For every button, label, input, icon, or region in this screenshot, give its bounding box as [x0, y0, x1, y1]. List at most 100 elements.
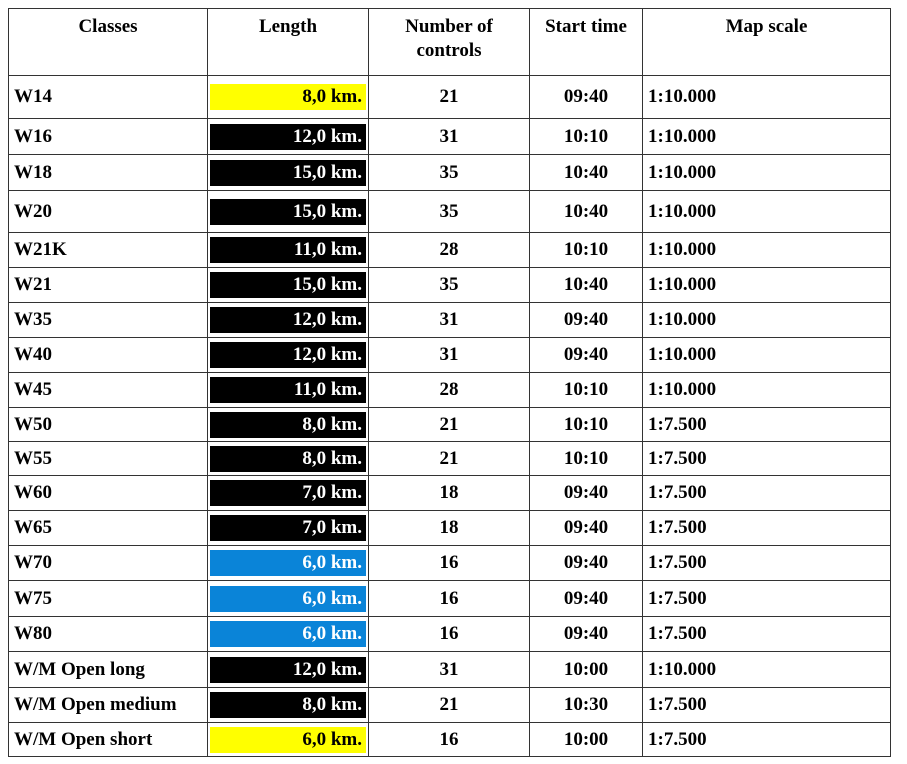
controls-cell: 31	[368, 651, 530, 688]
start-time-cell: 10:10	[529, 441, 643, 476]
table-row: W21K 11,0 km. 28 10:10 1:10.000	[8, 232, 891, 268]
table-row: W55 8,0 km. 21 10:10 1:7.500	[8, 441, 891, 476]
table-row: W16 12,0 km. 31 10:10 1:10.000	[8, 118, 891, 155]
class-cell: W14	[8, 75, 208, 119]
controls-cell: 16	[368, 616, 530, 652]
controls-cell: 16	[368, 722, 530, 757]
length-bar: 8,0 km.	[210, 411, 366, 438]
start-time-cell: 10:10	[529, 407, 643, 442]
start-time-cell: 10:10	[529, 118, 643, 155]
header-length: Length	[207, 8, 369, 76]
class-cell: W50	[8, 407, 208, 442]
class-cell: W55	[8, 441, 208, 476]
controls-cell: 35	[368, 267, 530, 303]
controls-cell: 21	[368, 75, 530, 119]
map-scale-cell: 1:7.500	[642, 687, 891, 723]
length-cell: 12,0 km.	[207, 337, 369, 373]
start-time-cell: 09:40	[529, 510, 643, 546]
length-bar: 8,0 km.	[210, 84, 366, 110]
length-cell: 8,0 km.	[207, 687, 369, 723]
table-row: W21 15,0 km. 35 10:40 1:10.000	[8, 267, 891, 303]
class-cell: W75	[8, 580, 208, 617]
start-time-cell: 09:40	[529, 75, 643, 119]
map-scale-cell: 1:10.000	[642, 337, 891, 373]
length-bar: 11,0 km.	[210, 377, 366, 403]
length-bar: 6,0 km.	[210, 621, 366, 647]
start-time-cell: 09:40	[529, 580, 643, 617]
length-bar: 12,0 km.	[210, 342, 366, 368]
length-bar: 6,0 km.	[210, 550, 366, 576]
length-cell: 7,0 km.	[207, 475, 369, 511]
class-cell: W21	[8, 267, 208, 303]
start-time-cell: 09:40	[529, 545, 643, 581]
map-scale-cell: 1:7.500	[642, 545, 891, 581]
controls-cell: 31	[368, 118, 530, 155]
controls-cell: 18	[368, 475, 530, 511]
header-start-time: Start time	[529, 8, 643, 76]
length-bar: 12,0 km.	[210, 307, 366, 333]
controls-cell: 18	[368, 510, 530, 546]
length-cell: 6,0 km.	[207, 616, 369, 652]
table-row: W/M Open medium 8,0 km. 21 10:30 1:7.500	[8, 687, 891, 723]
length-bar: 15,0 km.	[210, 159, 366, 186]
map-scale-cell: 1:7.500	[642, 616, 891, 652]
class-cell: W18	[8, 154, 208, 191]
controls-cell: 16	[368, 580, 530, 617]
length-cell: 12,0 km.	[207, 651, 369, 688]
header-controls: Number of controls	[368, 8, 530, 76]
start-time-cell: 09:40	[529, 616, 643, 652]
start-time-cell: 10:40	[529, 267, 643, 303]
length-cell: 8,0 km.	[207, 407, 369, 442]
table-row: W14 8,0 km. 21 09:40 1:10.000	[8, 75, 891, 119]
map-scale-cell: 1:10.000	[642, 190, 891, 233]
length-bar: 12,0 km.	[210, 123, 366, 150]
map-scale-cell: 1:10.000	[642, 267, 891, 303]
map-scale-cell: 1:10.000	[642, 232, 891, 268]
length-cell: 15,0 km.	[207, 267, 369, 303]
length-bar: 11,0 km.	[210, 237, 366, 263]
length-bar: 6,0 km.	[210, 726, 366, 753]
length-bar: 6,0 km.	[210, 585, 366, 612]
class-cell: W60	[8, 475, 208, 511]
controls-cell: 31	[368, 302, 530, 338]
map-scale-cell: 1:7.500	[642, 580, 891, 617]
controls-cell: 31	[368, 337, 530, 373]
length-cell: 11,0 km.	[207, 372, 369, 408]
length-bar: 15,0 km.	[210, 272, 366, 298]
start-time-cell: 09:40	[529, 475, 643, 511]
start-time-cell: 10:10	[529, 232, 643, 268]
class-cell: W/M Open short	[8, 722, 208, 757]
length-bar: 8,0 km.	[210, 692, 366, 718]
map-scale-cell: 1:7.500	[642, 441, 891, 476]
class-cell: W16	[8, 118, 208, 155]
table-row: W/M Open short 6,0 km. 16 10:00 1:7.500	[8, 722, 891, 757]
controls-cell: 21	[368, 407, 530, 442]
table-row: W70 6,0 km. 16 09:40 1:7.500	[8, 545, 891, 581]
map-scale-cell: 1:10.000	[642, 154, 891, 191]
table-row: W60 7,0 km. 18 09:40 1:7.500	[8, 475, 891, 511]
length-cell: 6,0 km.	[207, 545, 369, 581]
table-row: W65 7,0 km. 18 09:40 1:7.500	[8, 510, 891, 546]
table-row: W20 15,0 km. 35 10:40 1:10.000	[8, 190, 891, 233]
length-cell: 11,0 km.	[207, 232, 369, 268]
length-bar: 15,0 km.	[210, 198, 366, 225]
table-row: W18 15,0 km. 35 10:40 1:10.000	[8, 154, 891, 191]
table-row: W40 12,0 km. 31 09:40 1:10.000	[8, 337, 891, 373]
table-row: W45 11,0 km. 28 10:10 1:10.000	[8, 372, 891, 408]
table-row: W/M Open long 12,0 km. 31 10:00 1:10.000	[8, 651, 891, 688]
length-bar: 7,0 km.	[210, 515, 366, 541]
length-cell: 8,0 km.	[207, 441, 369, 476]
start-time-cell: 10:00	[529, 651, 643, 688]
length-bar: 8,0 km.	[210, 445, 366, 472]
table-row: W35 12,0 km. 31 09:40 1:10.000	[8, 302, 891, 338]
class-cell: W21K	[8, 232, 208, 268]
map-scale-cell: 1:7.500	[642, 722, 891, 757]
header-classes: Classes	[8, 8, 208, 76]
map-scale-cell: 1:10.000	[642, 372, 891, 408]
course-table: Classes Length Number of controls Start …	[8, 8, 891, 757]
map-scale-cell: 1:7.500	[642, 407, 891, 442]
start-time-cell: 10:40	[529, 190, 643, 233]
map-scale-cell: 1:10.000	[642, 118, 891, 155]
map-scale-cell: 1:10.000	[642, 75, 891, 119]
table-row: W75 6,0 km. 16 09:40 1:7.500	[8, 580, 891, 617]
